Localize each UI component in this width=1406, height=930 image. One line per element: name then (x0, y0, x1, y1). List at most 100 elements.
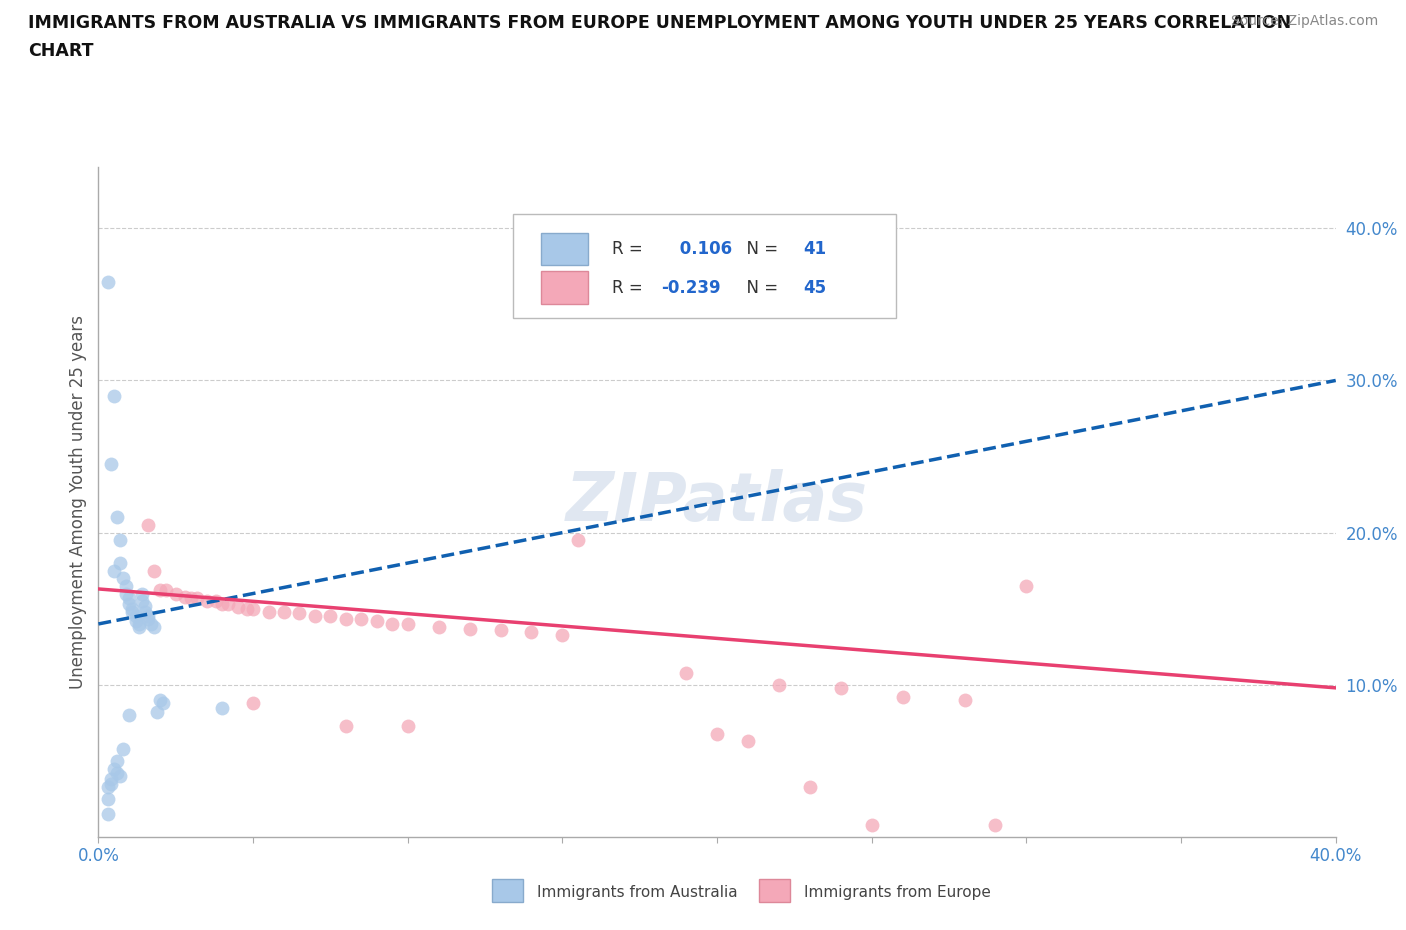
Point (860, 817, 883, 832)
Point (335, 612, 357, 627)
Point (768, 677, 790, 692)
Point (128, 619, 150, 634)
FancyBboxPatch shape (541, 232, 588, 265)
Text: -0.239: -0.239 (661, 278, 721, 297)
Point (152, 696, 174, 711)
Point (180, 591, 202, 605)
Point (139, 617, 162, 631)
Text: ZIPatlas: ZIPatlas (567, 470, 868, 535)
Point (984, 817, 1007, 832)
Point (149, 583, 172, 598)
Point (799, 779, 821, 794)
Point (953, 693, 976, 708)
Point (131, 586, 153, 601)
Point (174, 589, 197, 604)
Point (105, 510, 128, 525)
Point (136, 612, 159, 627)
Point (100, 772, 122, 787)
Point (366, 614, 388, 629)
Point (304, 609, 326, 624)
Text: CHART: CHART (28, 42, 94, 60)
Text: N =: N = (735, 240, 783, 258)
Point (136, 609, 159, 624)
Point (226, 600, 249, 615)
Text: R =: R = (612, 240, 648, 258)
Point (675, 665, 697, 680)
Point (115, 586, 138, 601)
Text: IMMIGRANTS FROM AUSTRALIA VS IMMIGRANTS FROM EUROPE UNEMPLOYMENT AMONG YOUTH UND: IMMIGRANTS FROM AUSTRALIA VS IMMIGRANTS … (28, 14, 1291, 32)
Text: Source: ZipAtlas.com: Source: ZipAtlas.com (1230, 14, 1378, 28)
Point (242, 602, 264, 617)
Point (381, 617, 404, 631)
Point (195, 593, 218, 608)
Text: 45: 45 (804, 278, 827, 297)
Point (97, 806, 120, 821)
Point (211, 700, 233, 715)
Point (108, 769, 131, 784)
Point (131, 593, 153, 608)
Y-axis label: Unemployment Among Youth under 25 years: Unemployment Among Youth under 25 years (69, 315, 87, 689)
Text: 41: 41 (804, 240, 827, 258)
Point (288, 605, 311, 620)
Point (1015, 578, 1038, 593)
Point (112, 571, 135, 586)
Point (830, 681, 852, 696)
Point (706, 726, 728, 741)
Point (105, 765, 128, 780)
Point (186, 591, 208, 605)
Point (567, 533, 589, 548)
Point (257, 604, 280, 619)
Point (108, 533, 131, 548)
Point (146, 705, 169, 720)
Point (891, 689, 914, 704)
Point (396, 719, 419, 734)
Point (458, 621, 481, 636)
FancyBboxPatch shape (541, 272, 588, 303)
Point (97, 274, 120, 289)
Point (737, 734, 759, 749)
Point (115, 578, 138, 593)
Point (427, 619, 450, 634)
Point (103, 564, 125, 578)
Point (520, 624, 543, 639)
Point (242, 696, 264, 711)
Point (211, 597, 233, 612)
Point (350, 612, 373, 627)
Point (149, 693, 172, 708)
Point (112, 741, 135, 756)
Point (236, 602, 259, 617)
FancyBboxPatch shape (513, 214, 897, 318)
Point (97, 779, 120, 794)
Text: R =: R = (612, 278, 648, 297)
Point (118, 708, 141, 723)
Point (108, 555, 131, 570)
Point (217, 597, 239, 612)
Point (118, 597, 141, 612)
Point (100, 457, 122, 472)
Text: N =: N = (735, 278, 783, 297)
Point (489, 622, 512, 637)
Text: 0.106: 0.106 (673, 240, 733, 258)
Point (124, 609, 146, 624)
Point (335, 719, 357, 734)
Point (103, 761, 125, 776)
Point (396, 617, 419, 631)
Point (205, 593, 228, 608)
Point (105, 753, 128, 768)
Point (134, 604, 156, 619)
Point (121, 604, 143, 619)
Point (136, 518, 159, 533)
Point (551, 627, 574, 642)
Point (128, 617, 150, 631)
Point (134, 598, 156, 613)
Point (121, 602, 143, 617)
Point (143, 619, 166, 634)
Point (273, 604, 295, 619)
Point (118, 591, 141, 605)
Point (143, 564, 166, 578)
Point (100, 777, 122, 791)
Point (97, 791, 120, 806)
Point (155, 583, 177, 598)
Text: Immigrants from Australia: Immigrants from Australia (537, 885, 738, 900)
Point (165, 586, 187, 601)
